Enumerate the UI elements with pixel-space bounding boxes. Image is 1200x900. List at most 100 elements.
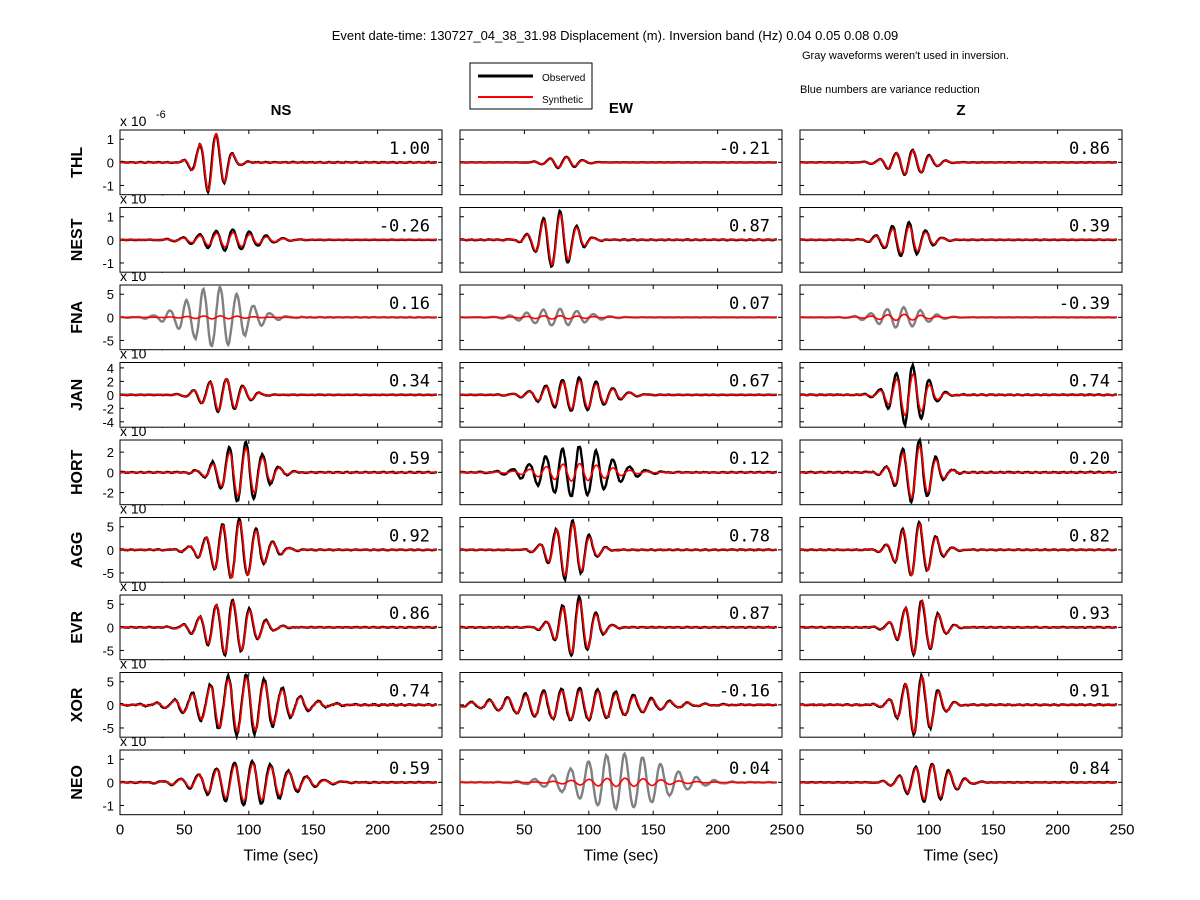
variance-reduction-value: 0.12: [729, 449, 770, 469]
y-tick-label: -5: [102, 566, 114, 581]
variance-reduction-value: 0.20: [1069, 449, 1110, 469]
y-tick-label: 2: [107, 374, 114, 389]
panel-hort-z: 0.20: [799, 436, 1123, 506]
variance-reduction-value: 0.86: [389, 604, 430, 624]
y-tick-label: -2: [102, 486, 114, 501]
variance-reduction-value: 0.16: [389, 294, 430, 314]
y-tick-label: -1: [102, 256, 114, 271]
panel-xor-ns: -5 0 5 0.74: [102, 671, 443, 741]
x-tick-label: 250: [1109, 822, 1134, 839]
station-label-jan: JAN: [69, 379, 86, 411]
amplitude-scale-thl: x 10 -6: [120, 109, 166, 129]
panel-xor-z: 0.91: [799, 671, 1123, 738]
synthetic-waveform: [800, 522, 1117, 577]
x-tick-label: 250: [769, 822, 794, 839]
y-tick-label: -5: [102, 721, 114, 736]
variance-reduction-value: 1.00: [389, 139, 430, 159]
station-label-nest: NEST: [69, 218, 86, 261]
amplitude-base: x 10: [120, 113, 147, 129]
variance-reduction-value: 0.93: [1069, 604, 1110, 624]
variance-reduction-value: 0.74: [389, 682, 430, 702]
x-tick-label: 100: [576, 822, 601, 839]
synthetic-waveform: [460, 599, 777, 655]
synthetic-waveform: [460, 213, 777, 267]
x-tick-label: 250: [429, 822, 454, 839]
variance-reduction-value: 0.92: [389, 527, 430, 547]
y-tick-label: 0: [107, 310, 114, 325]
x-axis-ew: 0 50 100 150 200 250 Time (sec): [456, 822, 795, 865]
synthetic-waveform: [460, 777, 777, 788]
y-tick-label: 5: [107, 287, 114, 302]
x-tick-label: 100: [236, 822, 261, 839]
panel-fna-ns: -5 0 5 0.16: [102, 284, 443, 351]
x-tick-label: 50: [176, 822, 193, 839]
y-tick-label: 0: [107, 775, 114, 790]
panel-thl-z: 0.86: [799, 129, 1123, 196]
panel-evr-ns: -5 0 5 0.86: [102, 594, 443, 661]
panel-fna-ew: 0.07: [459, 284, 783, 351]
station-label-xor: XOR: [69, 687, 86, 722]
station-label-hort: HORT: [69, 449, 86, 495]
note-variance-reduction: Blue numbers are variance reduction: [800, 84, 980, 96]
panel-agg-z: 0.82: [799, 517, 1123, 583]
variance-reduction-value: 0.86: [1069, 139, 1110, 159]
synthetic-waveform: [799, 149, 1117, 175]
y-tick-label: 0: [107, 465, 114, 480]
y-tick-label: -1: [102, 798, 114, 813]
component-header-ew: EW: [609, 100, 634, 117]
x-tick-label: 150: [641, 822, 666, 839]
y-tick-label: 0: [107, 233, 114, 248]
panel-jan-z: 0.74: [799, 360, 1123, 429]
legend: Observed Synthetic: [469, 62, 593, 110]
variance-reduction-value: -0.39: [1059, 294, 1110, 314]
panel-thl-ns: -1 0 1 1.00: [102, 129, 443, 196]
variance-reduction-value: 0.87: [729, 604, 770, 624]
x-tick-label: 0: [796, 822, 804, 839]
y-tick-label: -1: [102, 178, 114, 193]
panel-hort-ew: 0.12: [459, 439, 783, 506]
x-tick-label: 200: [365, 822, 390, 839]
synthetic-waveform: [800, 445, 1117, 500]
synthetic-waveform: [460, 462, 777, 482]
x-axis-label: Time (sec): [584, 848, 659, 865]
synthetic-waveform: [460, 314, 777, 320]
variance-reduction-value: 0.34: [389, 372, 430, 392]
panel-jan-ew: 0.67: [459, 362, 783, 428]
note-gray-waveforms: Gray waveforms weren't used in inversion…: [802, 50, 1009, 62]
synthetic-waveform: [460, 156, 777, 169]
synthetic-waveform: [120, 520, 437, 580]
variance-reduction-value: 0.82: [1069, 527, 1110, 547]
synthetic-waveform: [120, 315, 437, 320]
y-tick-label: 5: [107, 675, 114, 690]
panel-nest-ns: -1 0 1 -0.26: [102, 207, 443, 273]
station-label-agg: AGG: [69, 532, 86, 568]
y-tick-label: 1: [107, 210, 114, 225]
variance-reduction-value: 0.59: [389, 449, 430, 469]
x-tick-label: 200: [705, 822, 730, 839]
panels: -1 0 1 1.00 -0.21 0.86 -1 0 1 -0.26 0.87 0.39 -5 0 5 0.…: [102, 129, 1123, 816]
synthetic-waveform: [119, 132, 437, 192]
y-tick-label: 0: [107, 698, 114, 713]
y-tick-label: 5: [107, 520, 114, 535]
y-tick-label: 0: [107, 620, 114, 635]
y-tick-label: 4: [107, 361, 114, 376]
variance-reduction-value: 0.07: [729, 294, 770, 314]
synthetic-waveform: [459, 689, 777, 721]
legend-box: [469, 62, 593, 110]
variance-reduction-value: 0.84: [1069, 759, 1110, 779]
panel-neo-ew: 0.04: [459, 749, 783, 816]
panel-agg-ew: 0.78: [459, 517, 783, 584]
y-tick-label: 2: [107, 445, 114, 460]
y-tick-label: -2: [102, 401, 114, 416]
component-header-ns: NS: [271, 102, 292, 119]
synthetic-waveform: [120, 447, 437, 497]
y-tick-label: -5: [102, 333, 114, 348]
variance-reduction-value: 0.91: [1069, 682, 1110, 702]
x-tick-label: 0: [456, 822, 464, 839]
panel-hort-ns: -2 0 2 0.59: [102, 439, 443, 506]
x-tick-label: 50: [516, 822, 533, 839]
x-tick-label: 100: [916, 822, 941, 839]
panel-neo-ns: -1 0 1 0.59: [102, 749, 443, 816]
panel-xor-ew: -0.16: [459, 672, 783, 738]
